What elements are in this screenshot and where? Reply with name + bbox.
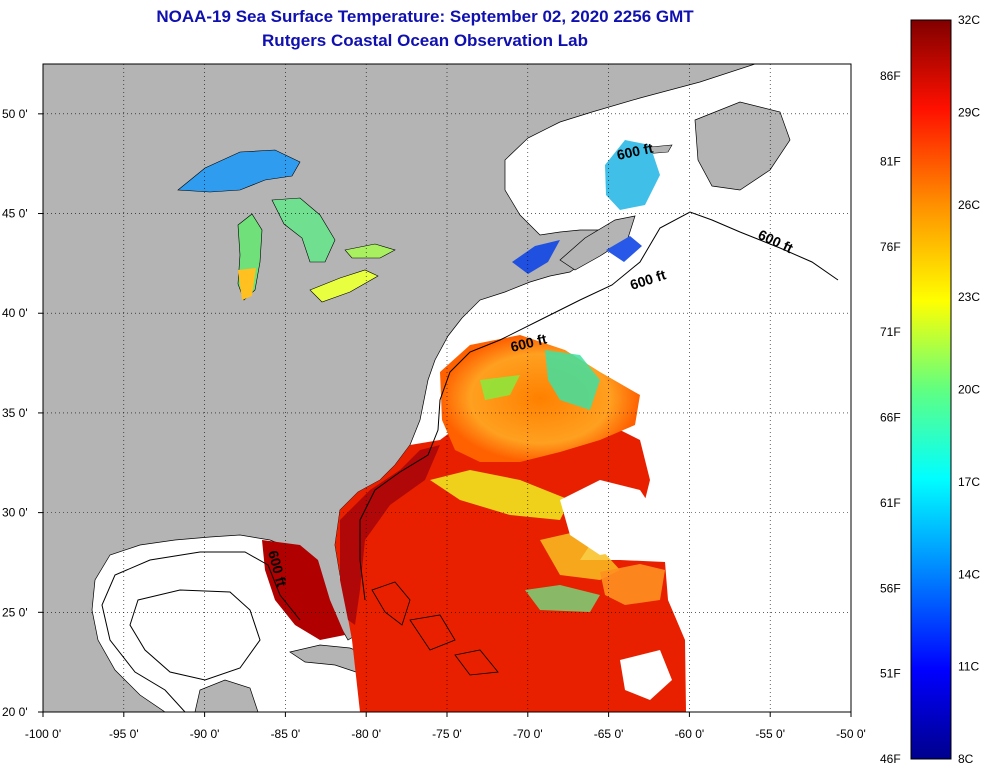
gulf-sst-hot (262, 540, 345, 640)
lat-tick-label: 45 0' (2, 207, 28, 221)
land-nova-scotia (559, 215, 636, 271)
lon-tick-label: -75 0' (432, 727, 462, 741)
graticule (43, 64, 851, 712)
colorbar-celsius-label: 20C (958, 383, 980, 397)
lon-tick-label: -95 0' (109, 727, 139, 741)
colorbar (910, 19, 952, 760)
mid-atlantic-sst (440, 335, 640, 462)
lat-tick-label: 25 0' (2, 605, 28, 619)
colorbar-celsius-label: 14C (958, 567, 980, 581)
st-lawrence-sst (605, 140, 660, 210)
lat-tick-label: 40 0' (2, 306, 28, 320)
colorbar-fahrenheit-label: 86F (880, 69, 901, 83)
colorbar-celsius-label: 26C (958, 198, 980, 212)
lon-tick-label: -50 0' (836, 727, 866, 741)
land-yucatan (194, 679, 259, 712)
lake-huron (271, 197, 336, 263)
eddy-patch-6 (600, 564, 665, 605)
colorbar-celsius-label: 29C (958, 105, 980, 119)
eddy-patch-5 (525, 585, 600, 612)
lake-superior (177, 149, 301, 193)
lake-michigan-south (238, 268, 256, 300)
colorbar-celsius-label: 32C (958, 13, 980, 27)
colorbar-fahrenheit-label: 81F (880, 154, 901, 168)
colorbar-celsius-label: 17C (958, 475, 980, 489)
lat-tick-label: 50 0' (2, 107, 28, 121)
fundy-sst (606, 236, 642, 262)
gulf-maine-sst (512, 240, 560, 274)
map-subtitle: Rutgers Coastal Ocean Observation Lab (262, 31, 588, 50)
colorbar-celsius-label: 8C (958, 752, 974, 766)
lat-tick-label: 35 0' (2, 406, 28, 420)
lon-tick-label: -60 0' (675, 727, 705, 741)
colorbar-fahrenheit-label: 76F (880, 240, 901, 254)
cloud-gap-2 (620, 650, 672, 700)
lon-tick-label: -65 0' (594, 727, 624, 741)
cloud-gap-1 (560, 480, 660, 555)
isobath-600ft-gulf (101, 551, 301, 712)
colorbar-fahrenheit-label: 51F (880, 667, 901, 681)
colorbar-fahrenheit-label: 61F (880, 496, 901, 510)
contour-label-stlawrence: 600 ft (615, 140, 654, 163)
land-newfoundland (694, 101, 791, 191)
lake-ontario (344, 243, 396, 259)
bahamas-banks (371, 581, 499, 676)
eddy-patch-3 (430, 470, 570, 520)
lon-tick-label: -90 0' (190, 727, 220, 741)
lon-tick-label: -70 0' (513, 727, 543, 741)
longitude-axis: -100 0' -95 0' -90 0' -85 0' -80 0' -75 0' -70… (25, 712, 866, 741)
colorbar-fahrenheit-label: 56F (880, 581, 901, 595)
isobath-600ft-atlantic (359, 211, 839, 601)
colorbar-fahrenheit-label: 71F (880, 325, 901, 339)
colorbar-celsius-label: 11C (958, 660, 979, 674)
lon-tick-label: -100 0' (25, 727, 61, 741)
lon-tick-label: -80 0' (351, 727, 381, 741)
eddy-patch-2 (480, 375, 520, 400)
lon-tick-label: -55 0' (755, 727, 785, 741)
colorbar-fahrenheit-label: 66F (880, 411, 901, 425)
lon-tick-label: -85 0' (271, 727, 301, 741)
lat-tick-label: 30 0' (2, 506, 28, 520)
eddy-patch-1 (545, 350, 600, 410)
lat-tick-label: 20 0' (2, 705, 28, 719)
eddy-patch-4 (540, 532, 620, 580)
isobath-600ft-gulf-inner (129, 589, 261, 681)
colorbar-celsius-label: 23C (958, 290, 980, 304)
map-title: NOAA-19 Sea Surface Temperature: Septemb… (156, 7, 694, 26)
colorbar-labels: 32C 29C 26C 23C 20C 17C 14C 11C 8C 86F 81F 76F 71F 66… (880, 13, 980, 766)
colorbar-fahrenheit-label: 46F (880, 752, 901, 766)
latitude-axis: 20 0' 25 0' 30 0' 35 0' 40 0' 45 0' 50 0' (2, 107, 43, 719)
lake-erie (309, 269, 379, 303)
